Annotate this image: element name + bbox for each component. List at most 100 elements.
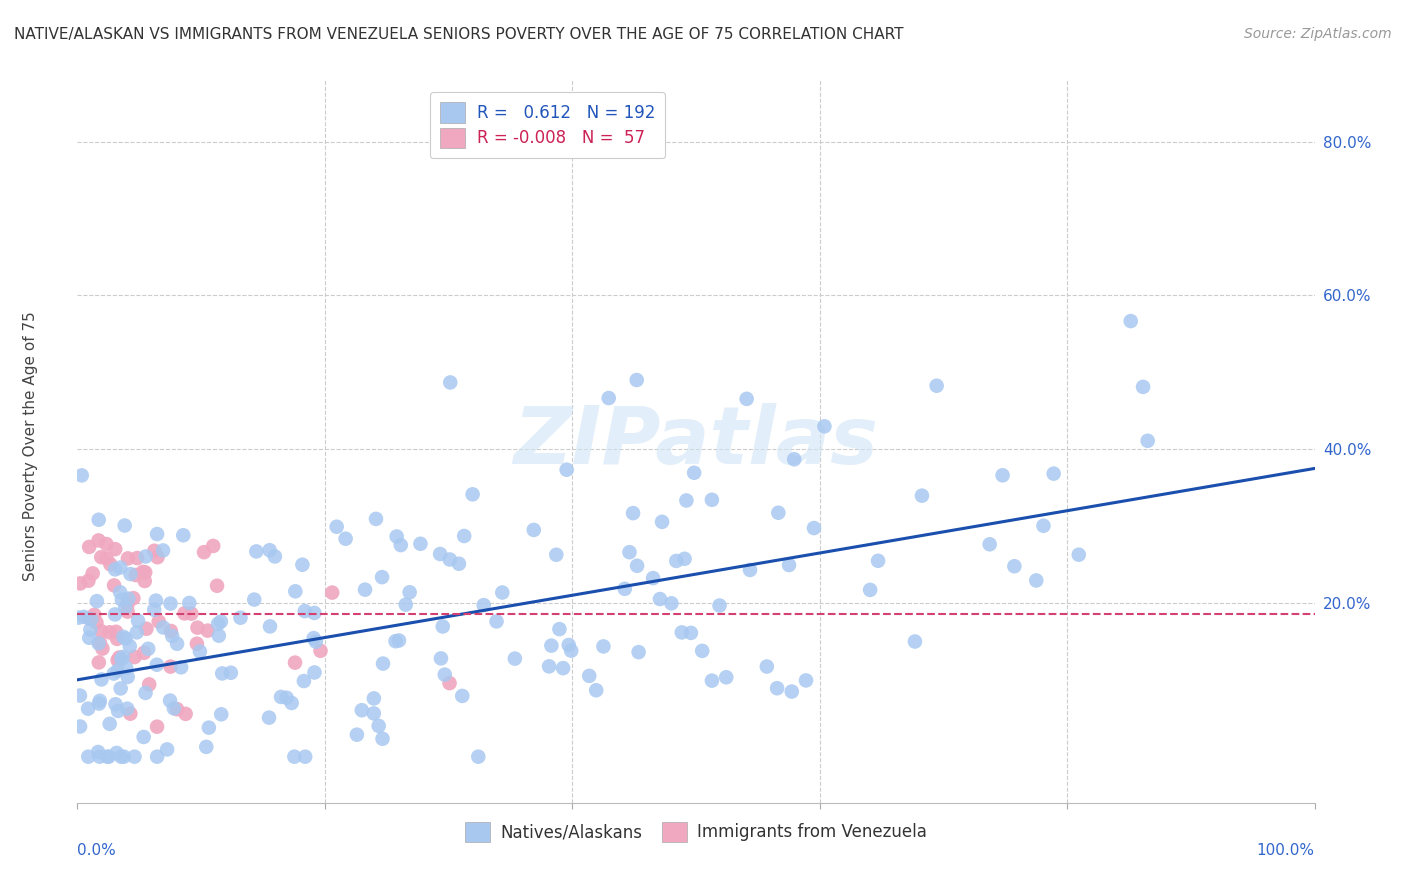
Point: [136, 641, 159, 656]
Point: [294, 749, 316, 764]
Point: [97, 749, 120, 764]
Point: [305, 634, 328, 648]
Point: [433, 667, 456, 681]
Point: [195, 739, 218, 754]
Point: [371, 570, 394, 584]
Point: [783, 452, 806, 467]
Point: [111, 649, 134, 664]
Point: [127, 551, 149, 566]
Point: [700, 492, 723, 507]
Point: [738, 563, 761, 577]
Point: [1002, 559, 1025, 574]
Point: [813, 419, 835, 434]
Point: [613, 582, 636, 596]
Point: [67, 610, 90, 624]
Point: [619, 545, 641, 559]
Point: [77, 540, 100, 554]
Point: [115, 701, 138, 715]
Point: [207, 616, 229, 631]
Point: [89, 749, 111, 764]
Point: [371, 731, 394, 746]
Point: [491, 585, 513, 599]
Point: [700, 673, 723, 688]
Point: [86, 594, 108, 608]
Point: [87, 745, 110, 759]
Point: [145, 593, 167, 607]
Point: [87, 656, 110, 670]
Point: [104, 562, 127, 576]
Point: [259, 619, 281, 633]
Point: [560, 643, 582, 657]
Point: [146, 527, 169, 541]
Point: [259, 543, 281, 558]
Point: [107, 653, 129, 667]
Point: [103, 666, 125, 681]
Point: [709, 599, 731, 613]
Point: [205, 579, 228, 593]
Point: [367, 719, 389, 733]
Point: [90, 624, 112, 639]
Point: [675, 493, 697, 508]
Point: [114, 632, 136, 646]
Point: [69, 719, 91, 733]
Point: [592, 640, 614, 654]
Point: [104, 542, 127, 557]
Point: [398, 585, 420, 599]
Point: [538, 659, 561, 673]
Point: [83, 607, 105, 622]
Point: [598, 391, 620, 405]
Point: [112, 630, 135, 644]
Point: [979, 537, 1001, 551]
Point: [117, 670, 139, 684]
Point: [304, 606, 326, 620]
Point: [108, 650, 131, 665]
Point: [163, 701, 186, 715]
Point: [77, 631, 100, 645]
Point: [292, 673, 315, 688]
Point: [127, 614, 149, 628]
Point: [148, 615, 170, 629]
Point: [117, 597, 139, 611]
Point: [735, 392, 758, 406]
Point: [350, 703, 373, 717]
Point: [626, 373, 648, 387]
Point: [166, 637, 188, 651]
Point: [87, 533, 110, 548]
Point: [648, 592, 671, 607]
Point: [209, 615, 232, 629]
Point: [309, 644, 332, 658]
Point: [160, 629, 183, 643]
Point: [105, 624, 128, 639]
Point: [79, 611, 101, 625]
Point: [188, 644, 211, 658]
Point: [125, 625, 148, 640]
Point: [346, 728, 368, 742]
Point: [77, 574, 100, 588]
Point: [166, 702, 188, 716]
Point: [755, 659, 778, 673]
Point: [651, 515, 673, 529]
Point: [578, 669, 600, 683]
Point: [925, 378, 948, 392]
Point: [472, 598, 495, 612]
Point: [284, 656, 307, 670]
Point: [294, 604, 316, 618]
Point: [112, 749, 135, 764]
Point: [229, 610, 252, 624]
Point: [86, 615, 108, 630]
Point: [991, 468, 1014, 483]
Point: [546, 548, 568, 562]
Point: [98, 716, 121, 731]
Point: [180, 607, 202, 621]
Point: [280, 696, 302, 710]
Point: [673, 551, 696, 566]
Point: [291, 558, 314, 572]
Point: [77, 701, 100, 715]
Point: [174, 706, 197, 721]
Point: [117, 591, 139, 606]
Point: [197, 624, 219, 638]
Point: [868, 554, 890, 568]
Point: [1025, 574, 1047, 588]
Point: [132, 565, 155, 579]
Point: [439, 676, 461, 690]
